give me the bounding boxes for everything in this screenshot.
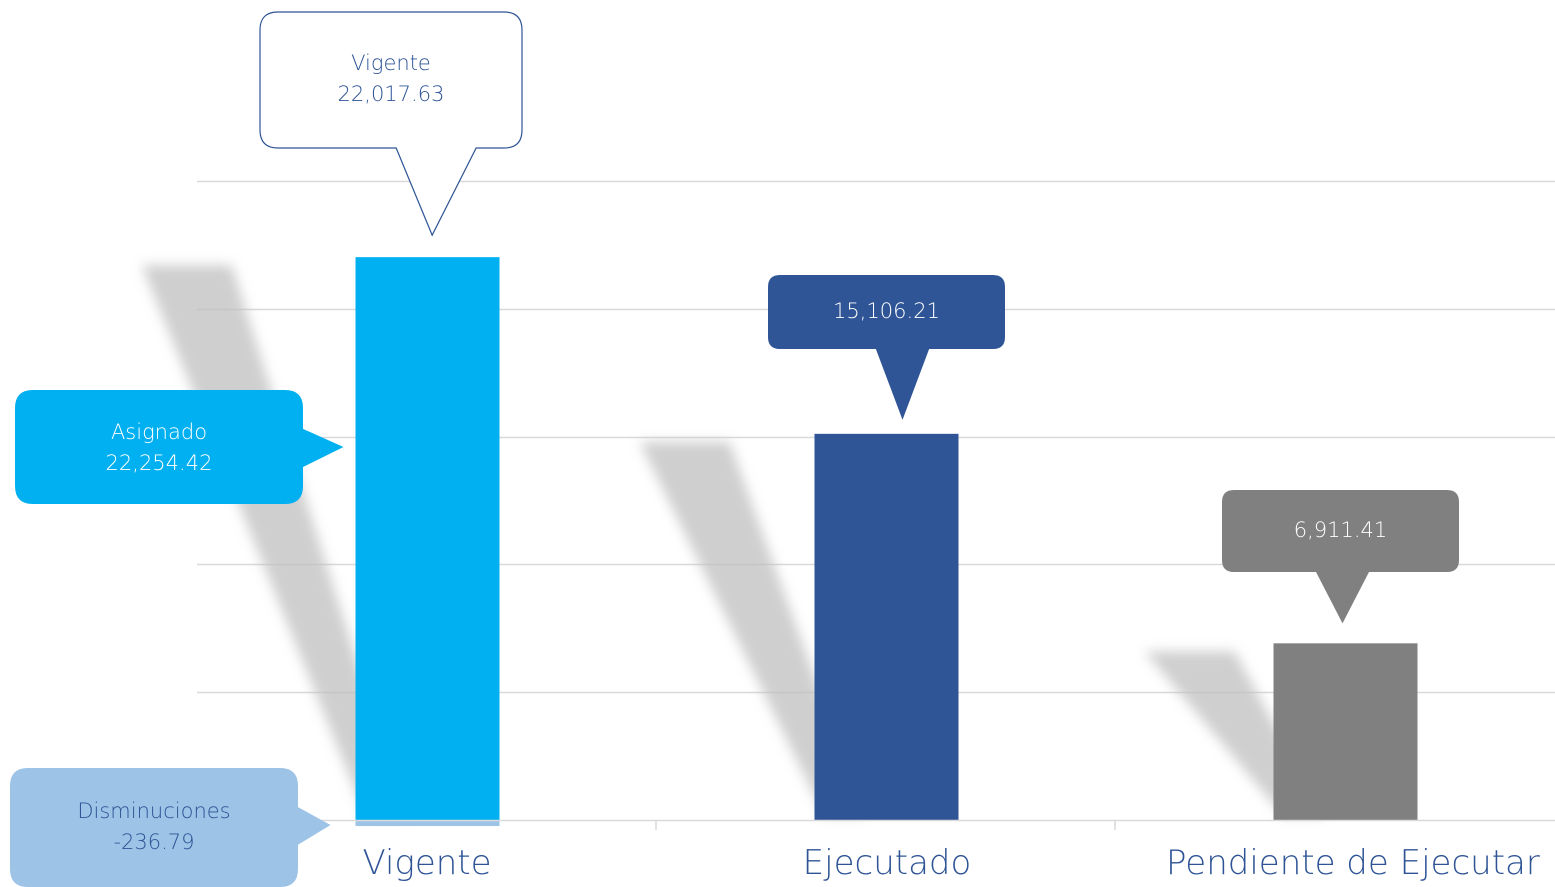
bar-ejecutado [814,433,959,820]
pendiente-callout-pointer [1315,571,1370,624]
bar-pendiente [1273,643,1418,820]
disminuciones-callout-box [10,768,298,887]
vigente-callout-title: Vigente [351,51,431,75]
disminuciones-callout-title: Disminuciones [77,799,231,823]
x-tick-label-ejecutado: Ejecutado [802,843,972,883]
disminuciones-callout: Disminuciones -236.79 [10,796,298,858]
vigente-callout: Vigente 22,017.63 [260,48,522,110]
asignado-callout-value: 22,254.42 [105,451,213,475]
x-tick-label-vigente: Vigente [362,843,492,883]
vigente-callout-shape [259,11,523,237]
asignado-callout: Asignado 22,254.42 [15,417,303,479]
x-tick-label-pendiente: Pendiente de Ejecutar [1166,843,1540,883]
pendiente-callout: 6,911.41 [1222,515,1459,546]
asignado-callout-title: Asignado [110,420,208,444]
asignado-callout-pointer [301,428,344,468]
ejecutado-callout-box [768,275,1005,349]
pendiente-callout-box [1222,490,1459,572]
pendiente-callout-value: 6,911.41 [1293,518,1388,542]
disminuciones-callout-pointer [296,806,331,846]
asignado-callout-box [15,390,303,504]
bar-vigente [355,257,500,821]
vigente-callout-value: 22,017.63 [337,82,445,106]
callout-shapes [10,11,1459,887]
ejecutado-callout: 15,106.21 [768,296,1005,327]
x-axis [197,819,1555,830]
bars [355,257,1418,827]
bar-shadow-ejecutado [639,441,865,816]
bar-shadows [141,265,1324,817]
ejecutado-callout-value: 15,106.21 [833,299,940,323]
bar-disminuciones [355,820,500,827]
disminuciones-callout-value: -236.79 [113,830,195,854]
ejecutado-callout-pointer [875,348,930,420]
